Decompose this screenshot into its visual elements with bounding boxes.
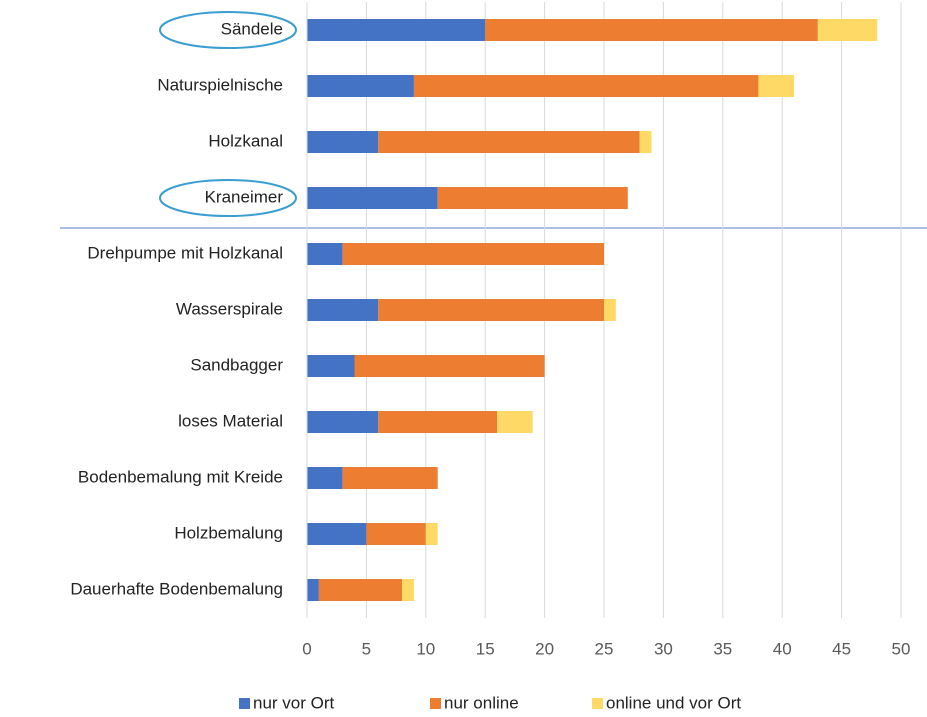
bar: [318, 579, 403, 601]
y-tick-label: Sandbagger: [190, 355, 283, 374]
y-tick-label: Holzkanal: [208, 131, 283, 150]
bar: [378, 299, 604, 321]
x-tick-label: 45: [832, 639, 851, 658]
bar: [307, 187, 438, 209]
bar: [366, 523, 426, 545]
bar: [307, 523, 367, 545]
x-tick-label: 5: [362, 639, 371, 658]
x-tick-label: 50: [892, 639, 911, 658]
y-tick-label: Kraneimer: [205, 187, 284, 206]
x-tick-label: 0: [302, 639, 311, 658]
y-tick-label: Dauerhafte Bodenbemalung: [70, 579, 283, 598]
legend-label: online und vor Ort: [606, 693, 741, 712]
bar: [413, 75, 759, 97]
x-tick-label: 40: [773, 639, 792, 658]
bar: [402, 579, 414, 601]
y-tick-label: Drehpumpe mit Holzkanal: [87, 243, 283, 262]
bar: [604, 299, 616, 321]
bar: [342, 467, 438, 489]
highlight: [159, 179, 297, 217]
y-tick-label: Wasserspirale: [176, 299, 283, 318]
bar: [354, 355, 545, 377]
bar: [378, 411, 498, 433]
bar: [307, 299, 379, 321]
x-tick-label: 10: [416, 639, 435, 658]
legend-swatch: [239, 698, 250, 709]
bar: [817, 19, 878, 41]
bar: [497, 411, 533, 433]
bar: [639, 131, 652, 153]
legend-label: nur vor Ort: [253, 693, 335, 712]
bar: [485, 19, 818, 41]
legend-swatch: [592, 698, 603, 709]
bar: [307, 19, 486, 41]
bar: [307, 243, 343, 265]
bar: [307, 75, 414, 97]
bar: [342, 243, 604, 265]
y-tick-label: loses Material: [178, 411, 283, 430]
y-tick-label: Naturspielnische: [157, 75, 283, 94]
legend-label: nur online: [444, 693, 519, 712]
legend-swatch: [430, 698, 441, 709]
bar: [307, 467, 343, 489]
y-tick-label: Sändele: [221, 19, 283, 38]
bar: [378, 131, 640, 153]
x-tick-label: 25: [595, 639, 614, 658]
bar: [758, 75, 795, 97]
bar: [307, 131, 379, 153]
x-tick-label: 35: [713, 639, 732, 658]
x-tick-label: 15: [476, 639, 495, 658]
bar: [437, 187, 628, 209]
bar: [307, 579, 319, 601]
bar: [425, 523, 438, 545]
y-tick-label: Holzbemalung: [174, 523, 283, 542]
highlight: [159, 11, 297, 49]
x-tick-label: 30: [654, 639, 673, 658]
y-tick-label: Bodenbemalung mit Kreide: [78, 467, 283, 486]
bar: [307, 411, 379, 433]
bar: [307, 355, 355, 377]
x-tick-label: 20: [535, 639, 554, 658]
